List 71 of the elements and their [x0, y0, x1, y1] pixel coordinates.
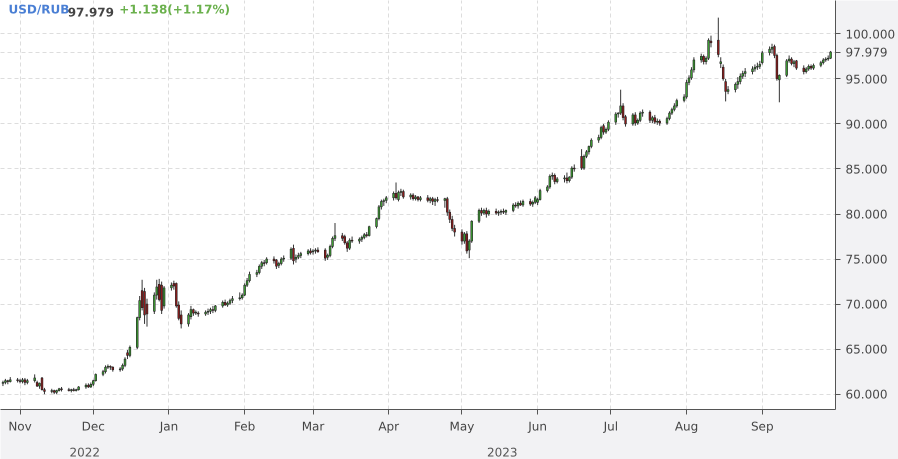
candlestick [785, 58, 788, 78]
candlestick [485, 207, 488, 218]
candlestick [538, 188, 542, 201]
candlestick [600, 125, 602, 140]
candlestick [368, 225, 370, 238]
x-tick-label: Dec [82, 420, 105, 434]
candlestick [402, 189, 405, 200]
y-tick-label: 60.000 [846, 388, 888, 402]
candlestick [275, 258, 278, 270]
chart-subtitle: 97.979 +1.138(+1.17%) [68, 2, 230, 20]
x-tick-label: Jul [602, 420, 618, 434]
y-tick-label: 70.000 [846, 298, 888, 312]
candlestick [614, 112, 617, 126]
candlestick [162, 286, 166, 310]
candlestick [292, 244, 295, 265]
candlestick [736, 76, 740, 90]
candlestick [580, 148, 583, 170]
candlestick [717, 17, 720, 58]
candlestick [739, 72, 742, 85]
candlestick [770, 43, 774, 54]
candlestick [802, 64, 805, 75]
candlestick [570, 166, 574, 180]
x-tick-label: Sep [750, 420, 774, 434]
y-tick-label: 65.000 [846, 342, 888, 357]
x-tick-label: Aug [674, 420, 698, 434]
candlestick [460, 228, 464, 246]
candlestick [466, 230, 468, 254]
candlestick [685, 79, 688, 100]
y-tick-label: 85.000 [846, 162, 888, 176]
candlestick [324, 248, 326, 262]
y-tick-label: 95.000 [846, 72, 888, 86]
text: 2023 [486, 446, 518, 459]
candlestick [548, 174, 552, 190]
candlestick [654, 114, 656, 124]
y-tick-label: 80.000 [846, 208, 888, 222]
candlestick [648, 110, 652, 124]
candlestick [478, 208, 480, 224]
candlestick [795, 59, 798, 70]
candlestick [248, 271, 251, 283]
candlestick [512, 202, 514, 213]
y-tick-label: 90.000 [846, 117, 888, 132]
candlestick [638, 110, 642, 123]
candlestick [602, 123, 605, 136]
x-tick-label: May [450, 420, 474, 434]
y-tick-label: 97.979 [846, 46, 888, 60]
x-tick-label: Apr [378, 420, 400, 434]
candlestick [702, 54, 705, 65]
candlestick [348, 238, 351, 251]
candlestick [632, 112, 634, 126]
candlestick [668, 110, 671, 121]
x-tick-label: Mar [302, 420, 324, 434]
candlestick [128, 345, 132, 358]
x-tick-label: Jun [527, 420, 548, 434]
y-tick-label: 100.000 [846, 27, 896, 42]
x-tick-label: Jan [158, 420, 178, 434]
candlestick [700, 53, 702, 64]
chart-title: USD/RUB [8, 2, 70, 16]
text: 2022 [69, 446, 100, 459]
candlestick [554, 172, 556, 185]
candlestick [258, 264, 261, 275]
x-tick-label: Feb [234, 420, 256, 434]
candlestick [607, 120, 610, 132]
y-tick-label: 75.000 [846, 252, 888, 267]
candlestick [744, 68, 746, 78]
candlestick [566, 172, 568, 184]
x-tick-label: Nov [8, 420, 32, 434]
candlestick [761, 50, 764, 65]
candlestick [707, 38, 710, 60]
candlestick [768, 46, 771, 56]
candlestick [676, 98, 678, 108]
candlestick [634, 112, 637, 126]
